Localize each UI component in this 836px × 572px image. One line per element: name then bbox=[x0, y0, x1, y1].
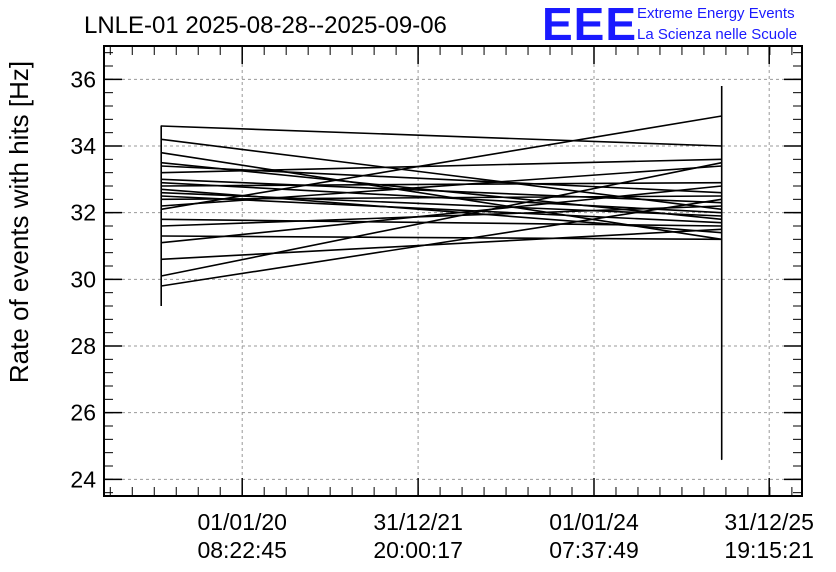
x-tick-label-time: 20:00:17 bbox=[373, 537, 463, 563]
x-tick-label-date: 31/12/25 bbox=[724, 509, 814, 535]
y-tick-label: 34 bbox=[70, 133, 96, 159]
plot-frame bbox=[103, 45, 803, 497]
series-line-16 bbox=[161, 218, 722, 227]
series-line-7 bbox=[161, 178, 722, 204]
grid-lines bbox=[104, 46, 802, 496]
y-tick-label: 30 bbox=[70, 266, 96, 292]
x-tick-label-time: 19:15:21 bbox=[724, 537, 814, 563]
y-tick-label: 32 bbox=[70, 200, 96, 226]
y-tick-label: 36 bbox=[70, 66, 96, 92]
series-line-6 bbox=[161, 158, 722, 174]
y-axis-label: Rate of events with hits [Hz] bbox=[4, 61, 34, 383]
series-line-9 bbox=[161, 181, 722, 187]
series-line-14 bbox=[161, 165, 722, 207]
series-line-17 bbox=[161, 205, 722, 227]
org-name-line2: La Scienza nelle Scuole bbox=[637, 26, 797, 43]
series-line-21 bbox=[161, 161, 722, 277]
series-line-1 bbox=[161, 125, 722, 147]
series-line-11 bbox=[161, 191, 722, 217]
series-line-15 bbox=[161, 115, 722, 211]
series-line-19 bbox=[161, 185, 722, 244]
x-tick-label-date: 01/01/20 bbox=[197, 509, 287, 535]
x-tick-label-time: 08:22:45 bbox=[197, 537, 287, 563]
chart-title: LNLE-01 2025-08-28--2025-09-06 bbox=[84, 12, 447, 39]
x-tick-label-date: 31/12/21 bbox=[373, 509, 463, 535]
y-tick-label: 26 bbox=[70, 400, 96, 426]
y-tick-label: 28 bbox=[70, 333, 96, 359]
series-line-20 bbox=[161, 228, 722, 261]
y-tick-label: 24 bbox=[70, 466, 96, 492]
x-tick-label-time: 07:37:49 bbox=[549, 537, 639, 563]
series-line-22 bbox=[161, 198, 722, 287]
org-name-line1: Extreme Energy Events bbox=[637, 5, 795, 22]
series-line-18 bbox=[161, 235, 722, 241]
eee-logo: EEE bbox=[542, 0, 637, 50]
x-tick-label-date: 01/01/24 bbox=[549, 509, 639, 535]
series-line-12 bbox=[161, 195, 722, 224]
axis-ticks bbox=[104, 46, 802, 496]
series-line-2 bbox=[161, 138, 722, 211]
data-series bbox=[160, 86, 723, 461]
